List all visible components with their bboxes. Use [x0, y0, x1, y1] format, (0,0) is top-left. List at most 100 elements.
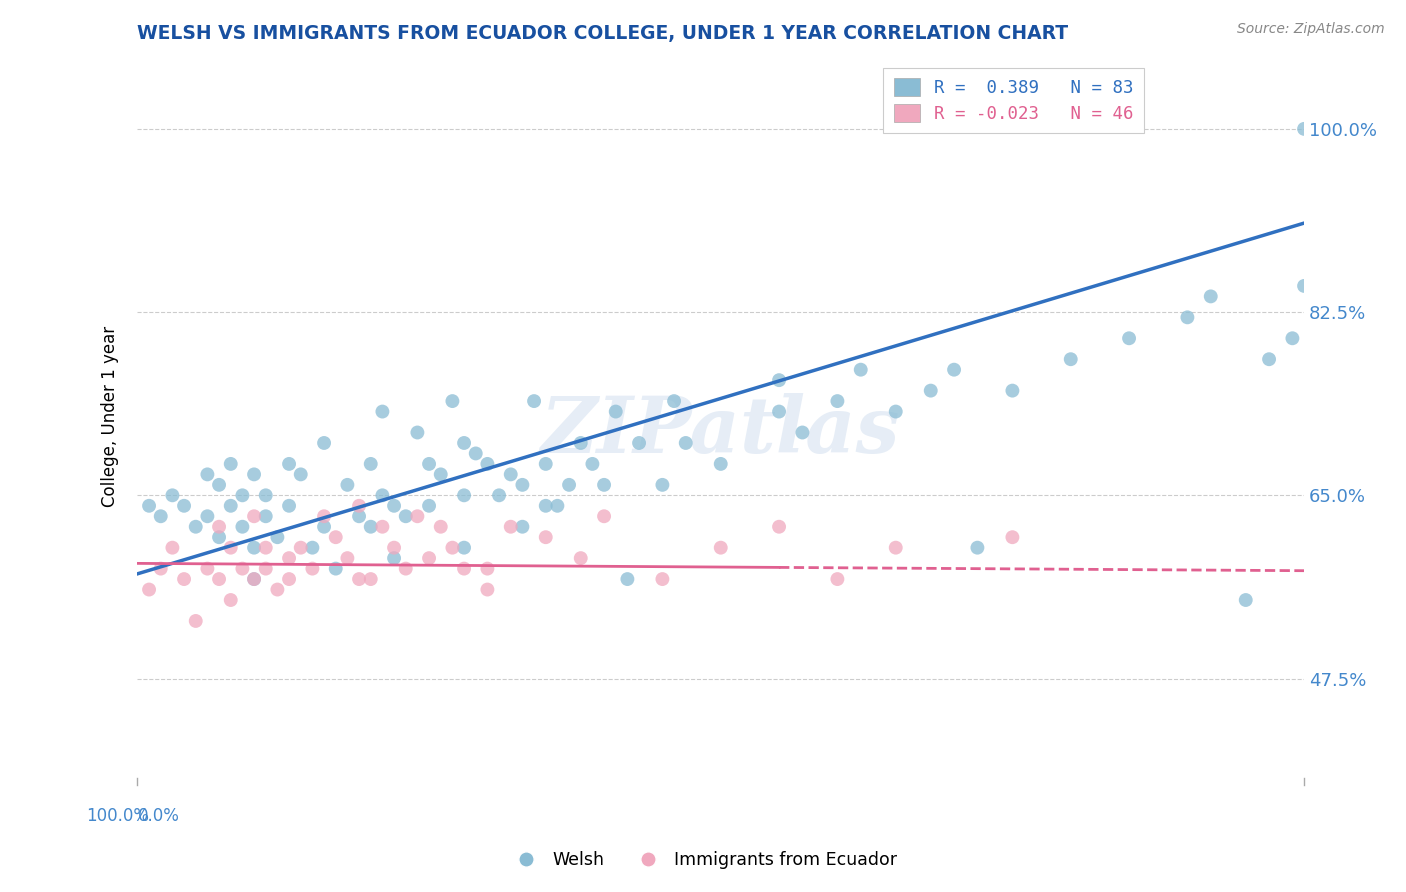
Point	[266, 582, 288, 597]
Point	[849, 362, 872, 376]
Point	[453, 541, 475, 555]
Point	[312, 520, 335, 534]
Point	[312, 436, 335, 450]
Text: 0.0%: 0.0%	[138, 807, 180, 825]
Point	[301, 561, 323, 575]
Point	[208, 520, 231, 534]
Point	[534, 530, 557, 544]
Point	[418, 499, 440, 513]
Point	[325, 561, 347, 575]
Point	[231, 488, 253, 502]
Point	[710, 457, 733, 471]
Point	[1177, 310, 1199, 325]
Point	[827, 572, 849, 586]
Point	[966, 541, 988, 555]
Point	[173, 499, 195, 513]
Point	[149, 509, 172, 524]
Point	[208, 530, 231, 544]
Point	[581, 457, 603, 471]
Point	[243, 509, 266, 524]
Point	[197, 509, 219, 524]
Point	[278, 572, 301, 586]
Point	[1001, 384, 1024, 398]
Point	[710, 541, 733, 555]
Point	[512, 478, 534, 492]
Text: Source: ZipAtlas.com: Source: ZipAtlas.com	[1237, 22, 1385, 37]
Point	[593, 478, 616, 492]
Point	[488, 488, 510, 502]
Point	[208, 478, 231, 492]
Point	[477, 457, 499, 471]
Point	[243, 467, 266, 482]
Point	[219, 541, 242, 555]
Point	[1281, 331, 1303, 345]
Legend: R =  0.389   N = 83, R = -0.023   N = 46: R = 0.389 N = 83, R = -0.023 N = 46	[883, 68, 1143, 133]
Point	[429, 467, 451, 482]
Point	[651, 478, 673, 492]
Point	[382, 499, 405, 513]
Point	[243, 572, 266, 586]
Point	[360, 520, 382, 534]
Point	[138, 499, 160, 513]
Point	[768, 404, 790, 418]
Point	[662, 394, 685, 409]
Point	[418, 551, 440, 566]
Point	[371, 404, 394, 418]
Point	[347, 572, 370, 586]
Point	[453, 488, 475, 502]
Point	[453, 436, 475, 450]
Point	[162, 541, 184, 555]
Point	[184, 614, 207, 628]
Point	[827, 394, 849, 409]
Point	[173, 572, 195, 586]
Point	[301, 541, 323, 555]
Point	[197, 467, 219, 482]
Point	[278, 551, 301, 566]
Point	[347, 509, 370, 524]
Point	[464, 446, 486, 460]
Point	[162, 488, 184, 502]
Y-axis label: College, Under 1 year: College, Under 1 year	[101, 326, 118, 508]
Point	[406, 509, 429, 524]
Point	[208, 572, 231, 586]
Point	[243, 572, 266, 586]
Point	[1060, 352, 1083, 367]
Point	[792, 425, 814, 440]
Point	[278, 499, 301, 513]
Text: WELSH VS IMMIGRANTS FROM ECUADOR COLLEGE, UNDER 1 YEAR CORRELATION CHART: WELSH VS IMMIGRANTS FROM ECUADOR COLLEGE…	[138, 24, 1069, 43]
Point	[534, 457, 557, 471]
Point	[219, 593, 242, 607]
Point	[325, 530, 347, 544]
Point	[593, 509, 616, 524]
Point	[534, 499, 557, 513]
Point	[884, 404, 907, 418]
Point	[254, 561, 277, 575]
Point	[628, 436, 651, 450]
Point	[406, 425, 429, 440]
Point	[254, 488, 277, 502]
Point	[336, 551, 359, 566]
Point	[149, 561, 172, 575]
Point	[395, 509, 418, 524]
Text: 100.0%: 100.0%	[86, 807, 149, 825]
Point	[943, 362, 966, 376]
Point	[254, 541, 277, 555]
Point	[243, 541, 266, 555]
Point	[768, 373, 790, 387]
Point	[1001, 530, 1024, 544]
Point	[616, 572, 638, 586]
Point	[512, 520, 534, 534]
Point	[499, 520, 522, 534]
Point	[231, 561, 253, 575]
Point	[418, 457, 440, 471]
Point	[395, 561, 418, 575]
Point	[290, 467, 312, 482]
Point	[347, 499, 370, 513]
Point	[184, 520, 207, 534]
Point	[312, 509, 335, 524]
Point	[441, 541, 464, 555]
Point	[1294, 279, 1316, 293]
Point	[477, 582, 499, 597]
Point	[231, 520, 253, 534]
Point	[138, 582, 160, 597]
